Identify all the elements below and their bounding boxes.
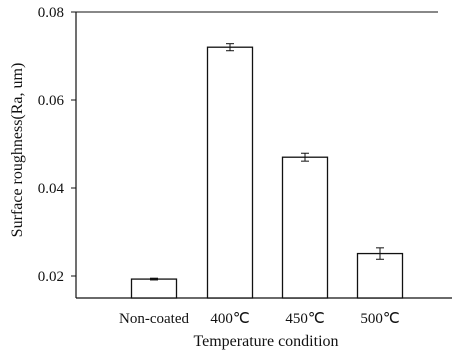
y-axis-title: Surface roughness(Ra, um) (9, 63, 26, 238)
x-tick-label: 450℃ (285, 311, 324, 327)
bar (281, 156, 329, 299)
x-tick-label: 400℃ (210, 311, 249, 327)
y-tick-label: 0.04 (38, 181, 65, 197)
y-tick-label: 0.08 (38, 5, 64, 21)
bar (356, 252, 404, 299)
bar (130, 278, 178, 299)
bar (206, 46, 254, 299)
x-tick-label: Non-coated (119, 311, 189, 327)
y-tick-label: 0.02 (38, 269, 64, 285)
x-tick-label: 500℃ (360, 311, 399, 327)
x-axis-title: Temperature condition (193, 333, 338, 350)
y-tick-label: 0.06 (38, 93, 65, 109)
plot-area: 0.02 0.04 0.06 0.08 Non-coated 400℃ 450℃ 500℃ (38, 5, 452, 327)
